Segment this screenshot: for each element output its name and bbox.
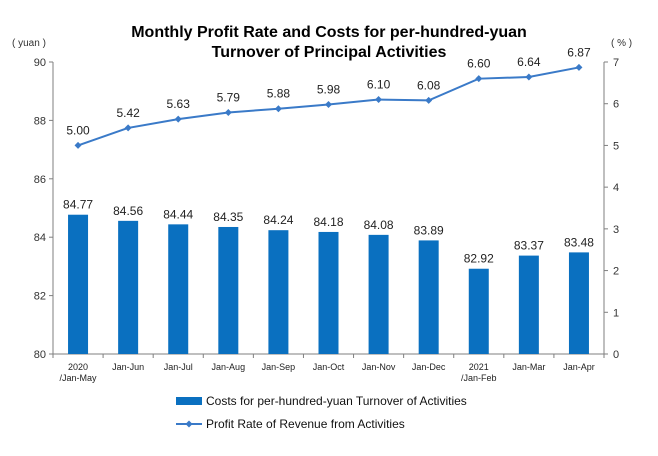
legend-line-label: Profit Rate of Revenue from Activities (206, 417, 405, 431)
line-point-marker (525, 73, 533, 81)
x-axis-tick-label: Jan-Apr (563, 362, 595, 372)
right-axis-tick-label: 5 (613, 140, 619, 152)
left-axis-tick-label: 82 (34, 291, 46, 303)
line-data-label: 6.08 (417, 78, 441, 92)
left-axis-tick-label: 80 (34, 349, 46, 361)
bar-data-label: 84.44 (163, 207, 193, 221)
line-data-label: 5.88 (267, 87, 291, 101)
line-data-label: 6.64 (517, 55, 541, 69)
bar-data-labels: 84.77 84.56 84.44 84.35 84.24 84.18 84.08 83.89… (63, 198, 594, 266)
bar-data-label: 83.37 (514, 239, 544, 253)
bar (568, 252, 589, 354)
bar (68, 214, 89, 354)
right-axis-tick-label: 0 (613, 349, 619, 361)
line-data-labels: 5.00 5.42 5.63 5.79 5.88 5.98 6.10 6.08 6.60 6.64… (66, 45, 591, 137)
line-point-marker (274, 105, 282, 113)
line-series (74, 63, 583, 149)
x-axis-tick-label: Jan-Jul (164, 362, 193, 372)
bar-data-label: 84.56 (113, 204, 143, 218)
chart-title: Monthly Profit Rate and Costs for per-hu… (131, 24, 527, 61)
x-axis-tick-label: Jan-Nov (362, 362, 396, 372)
x-axis-tick-label-line: Jan-Mar (512, 362, 545, 372)
x-axis-tick-labels: 2020/Jan-May Jan-Jun Jan-Jul Jan-Aug Jan-Sep… (60, 362, 595, 383)
bar-data-label: 84.35 (213, 210, 243, 224)
left-axis-tick-label: 88 (34, 115, 46, 127)
right-axis-tick-label: 4 (613, 182, 619, 194)
line-point-marker (375, 96, 383, 104)
bar-data-label: 84.77 (63, 198, 93, 212)
right-axis-tick-label: 2 (613, 266, 619, 278)
x-axis-tick-label: Jan-Jun (112, 362, 144, 372)
legend: Costs for per-hundred-yuan Turnover of A… (176, 394, 467, 431)
line-data-label: 5.00 (66, 123, 90, 137)
x-axis-tick-label-line: Jan-Jul (164, 362, 193, 372)
x-axis-tick-label-line: 2021 (469, 362, 489, 372)
bar-data-label: 83.89 (414, 223, 444, 237)
x-axis-tick-label: 2021/Jan-Feb (461, 362, 497, 383)
bar-data-label: 82.92 (464, 252, 494, 266)
right-axis-tick-label: 1 (613, 307, 619, 319)
x-axis-tick-label-line: /Jan-May (60, 373, 98, 383)
line-point-marker (475, 75, 483, 83)
x-axis-tick-label: Jan-Mar (512, 362, 545, 372)
line-data-label: 5.79 (217, 90, 241, 104)
bar-series (68, 214, 589, 354)
line-point-marker (74, 141, 82, 149)
bar (318, 231, 339, 354)
bar-data-label: 84.08 (364, 218, 394, 232)
x-axis-tick-label: Jan-Dec (412, 362, 446, 372)
right-axis-tick-label: 7 (613, 57, 619, 69)
line-point-marker (124, 124, 132, 132)
bar (418, 240, 439, 354)
right-axis-tick-label: 3 (613, 224, 619, 236)
x-axis-tick-label-line: Jan-Sep (262, 362, 296, 372)
legend-bar-swatch (176, 397, 202, 405)
bar (118, 220, 139, 354)
line-data-label: 5.63 (167, 97, 191, 111)
line-data-label: 6.60 (467, 57, 491, 71)
bar (268, 230, 289, 354)
right-axis-unit: ( % ) (611, 38, 632, 49)
right-axis-tick-label: 6 (613, 99, 619, 111)
x-axis-tick-label-line: Jan-Dec (412, 362, 446, 372)
x-axis-tick-label-line: Jan-Apr (563, 362, 595, 372)
left-axis-tick-label: 90 (34, 57, 46, 69)
left-axis-unit: ( yuan ) (12, 38, 46, 49)
line-point-marker (174, 115, 182, 123)
bar-data-label: 83.48 (564, 235, 594, 249)
x-axis-tick-label-line: Jan-Aug (212, 362, 246, 372)
line-data-label: 6.87 (567, 45, 591, 59)
x-axis-tick-label-line: /Jan-Feb (461, 373, 497, 383)
bar-data-label: 84.18 (313, 215, 343, 229)
bar (218, 226, 239, 354)
x-axis-tick-label: Jan-Aug (212, 362, 246, 372)
left-axis-tick-label: 86 (34, 174, 46, 186)
chart-title-line-2: Turnover of Principal Activities (212, 44, 447, 61)
left-axis-tick-label: 84 (34, 232, 46, 244)
x-axis-tick-label: Jan-Oct (313, 362, 345, 372)
bar (518, 255, 539, 354)
x-axis-tick-label-line: Jan-Oct (313, 362, 345, 372)
x-axis-tick-label-line: 2020 (68, 362, 88, 372)
line-point-marker (575, 63, 583, 71)
line-point-marker (425, 96, 433, 104)
line-data-label: 5.42 (116, 106, 140, 120)
x-axis-tick-label: 2020/Jan-May (60, 362, 98, 383)
chart-title-line-1: Monthly Profit Rate and Costs for per-hu… (131, 24, 527, 41)
line-data-label: 5.98 (317, 83, 341, 97)
line-point-marker (224, 108, 232, 116)
bar-data-label: 84.24 (263, 213, 293, 227)
bar (468, 268, 489, 354)
legend-bar-label: Costs for per-hundred-yuan Turnover of A… (206, 394, 467, 408)
line-point-marker (325, 101, 332, 109)
x-axis-tick-label-line: Jan-Jun (112, 362, 144, 372)
legend-line-marker (185, 420, 193, 428)
x-axis-tick-label: Jan-Sep (262, 362, 296, 372)
x-axis-tick-label-line: Jan-Nov (362, 362, 396, 372)
bar (168, 224, 189, 354)
line-data-label: 6.10 (367, 78, 391, 92)
axes: 80 82 84 86 88 90 0 1 2 3 4 5 6 7 (34, 57, 619, 361)
bar (368, 234, 389, 354)
